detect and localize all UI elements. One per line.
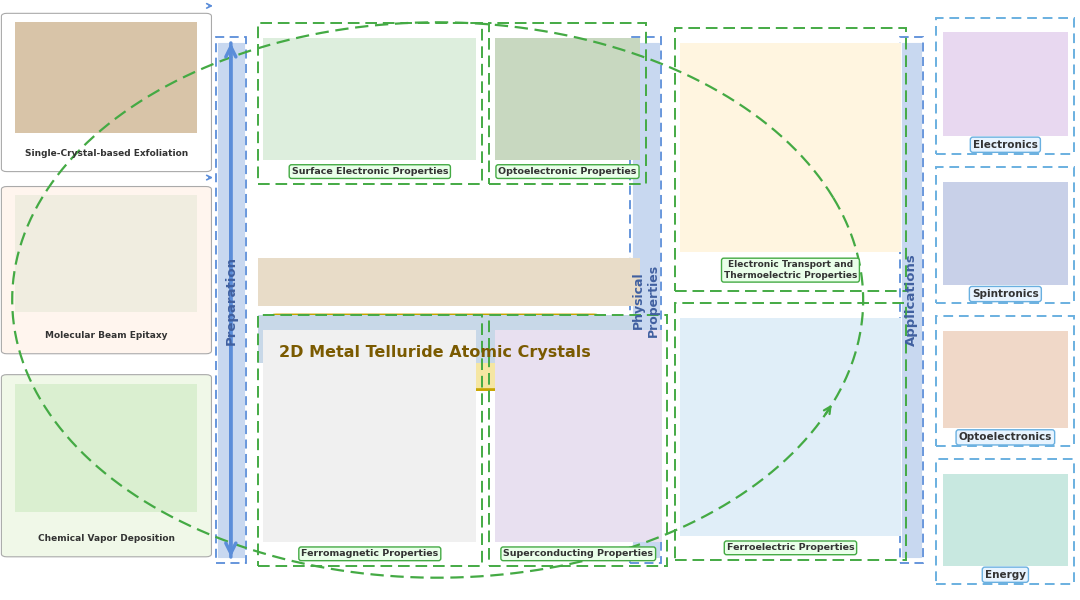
Text: Physical
Properties: Physical Properties: [632, 263, 660, 337]
Text: Optoelectronic Properties: Optoelectronic Properties: [498, 167, 637, 176]
Text: Applications: Applications: [905, 254, 918, 346]
Bar: [489, 315, 667, 566]
Bar: [264, 330, 476, 542]
Bar: [936, 316, 1075, 446]
Text: Single-Crystal-based Exfoliation: Single-Crystal-based Exfoliation: [25, 149, 188, 158]
Bar: [258, 315, 640, 363]
Text: Surface Electronic Properties: Surface Electronic Properties: [292, 167, 448, 176]
Text: Electronics: Electronics: [973, 140, 1038, 150]
Text: Energy: Energy: [985, 570, 1026, 580]
Bar: [495, 38, 640, 160]
Bar: [936, 17, 1075, 154]
Text: Spintronics: Spintronics: [972, 289, 1039, 299]
Bar: [15, 22, 198, 133]
FancyBboxPatch shape: [1, 13, 212, 172]
FancyBboxPatch shape: [271, 315, 599, 389]
Bar: [936, 460, 1075, 584]
Bar: [631, 37, 661, 563]
Text: Superconducting Properties: Superconducting Properties: [503, 550, 653, 559]
Bar: [633, 43, 659, 557]
Text: 2D Metal Telluride Atomic Crystals: 2D Metal Telluride Atomic Crystals: [279, 345, 591, 360]
Bar: [218, 43, 244, 557]
Bar: [258, 315, 482, 566]
FancyBboxPatch shape: [1, 374, 212, 557]
Bar: [675, 303, 906, 560]
Bar: [258, 23, 482, 184]
FancyBboxPatch shape: [1, 187, 212, 354]
Text: Chemical Vapor Deposition: Chemical Vapor Deposition: [38, 534, 175, 543]
Text: Preparation: Preparation: [225, 256, 238, 344]
Bar: [15, 196, 198, 312]
Bar: [902, 43, 921, 557]
Bar: [216, 37, 246, 563]
Bar: [489, 23, 646, 184]
Bar: [675, 28, 906, 291]
Text: Ferroelectric Properties: Ferroelectric Properties: [727, 544, 854, 553]
Bar: [680, 43, 901, 252]
Bar: [495, 330, 662, 542]
Bar: [900, 37, 923, 563]
Text: Electronic Transport and
Thermoelectric Properties: Electronic Transport and Thermoelectric …: [724, 260, 858, 280]
Bar: [943, 475, 1068, 566]
Text: Optoelectronics: Optoelectronics: [959, 433, 1052, 442]
Bar: [264, 38, 476, 160]
Bar: [680, 318, 901, 536]
Bar: [943, 182, 1068, 285]
Bar: [943, 331, 1068, 428]
Bar: [943, 32, 1068, 136]
Text: Molecular Beam Epitaxy: Molecular Beam Epitaxy: [45, 331, 167, 340]
Bar: [258, 258, 640, 306]
Bar: [15, 383, 198, 512]
Text: Ferromagnetic Properties: Ferromagnetic Properties: [301, 550, 438, 559]
Bar: [936, 167, 1075, 303]
